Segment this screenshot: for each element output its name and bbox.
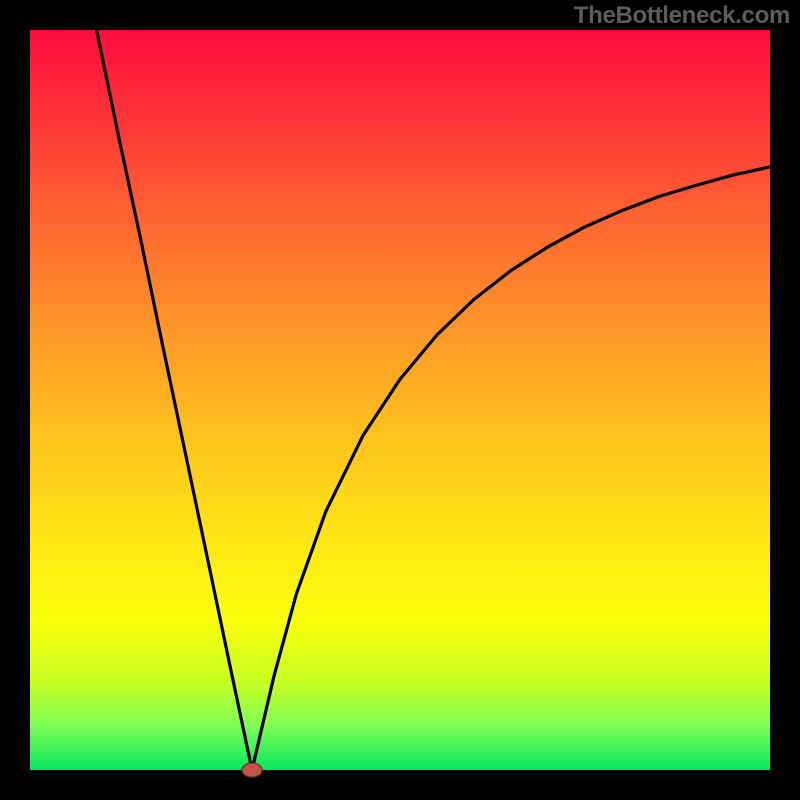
- watermark-label: TheBottleneck.com: [574, 2, 790, 30]
- cusp-marker: [242, 763, 262, 777]
- gradient-background: [30, 30, 770, 770]
- bottleneck-chart: [0, 0, 800, 800]
- chart-container: TheBottleneck.com: [0, 0, 800, 800]
